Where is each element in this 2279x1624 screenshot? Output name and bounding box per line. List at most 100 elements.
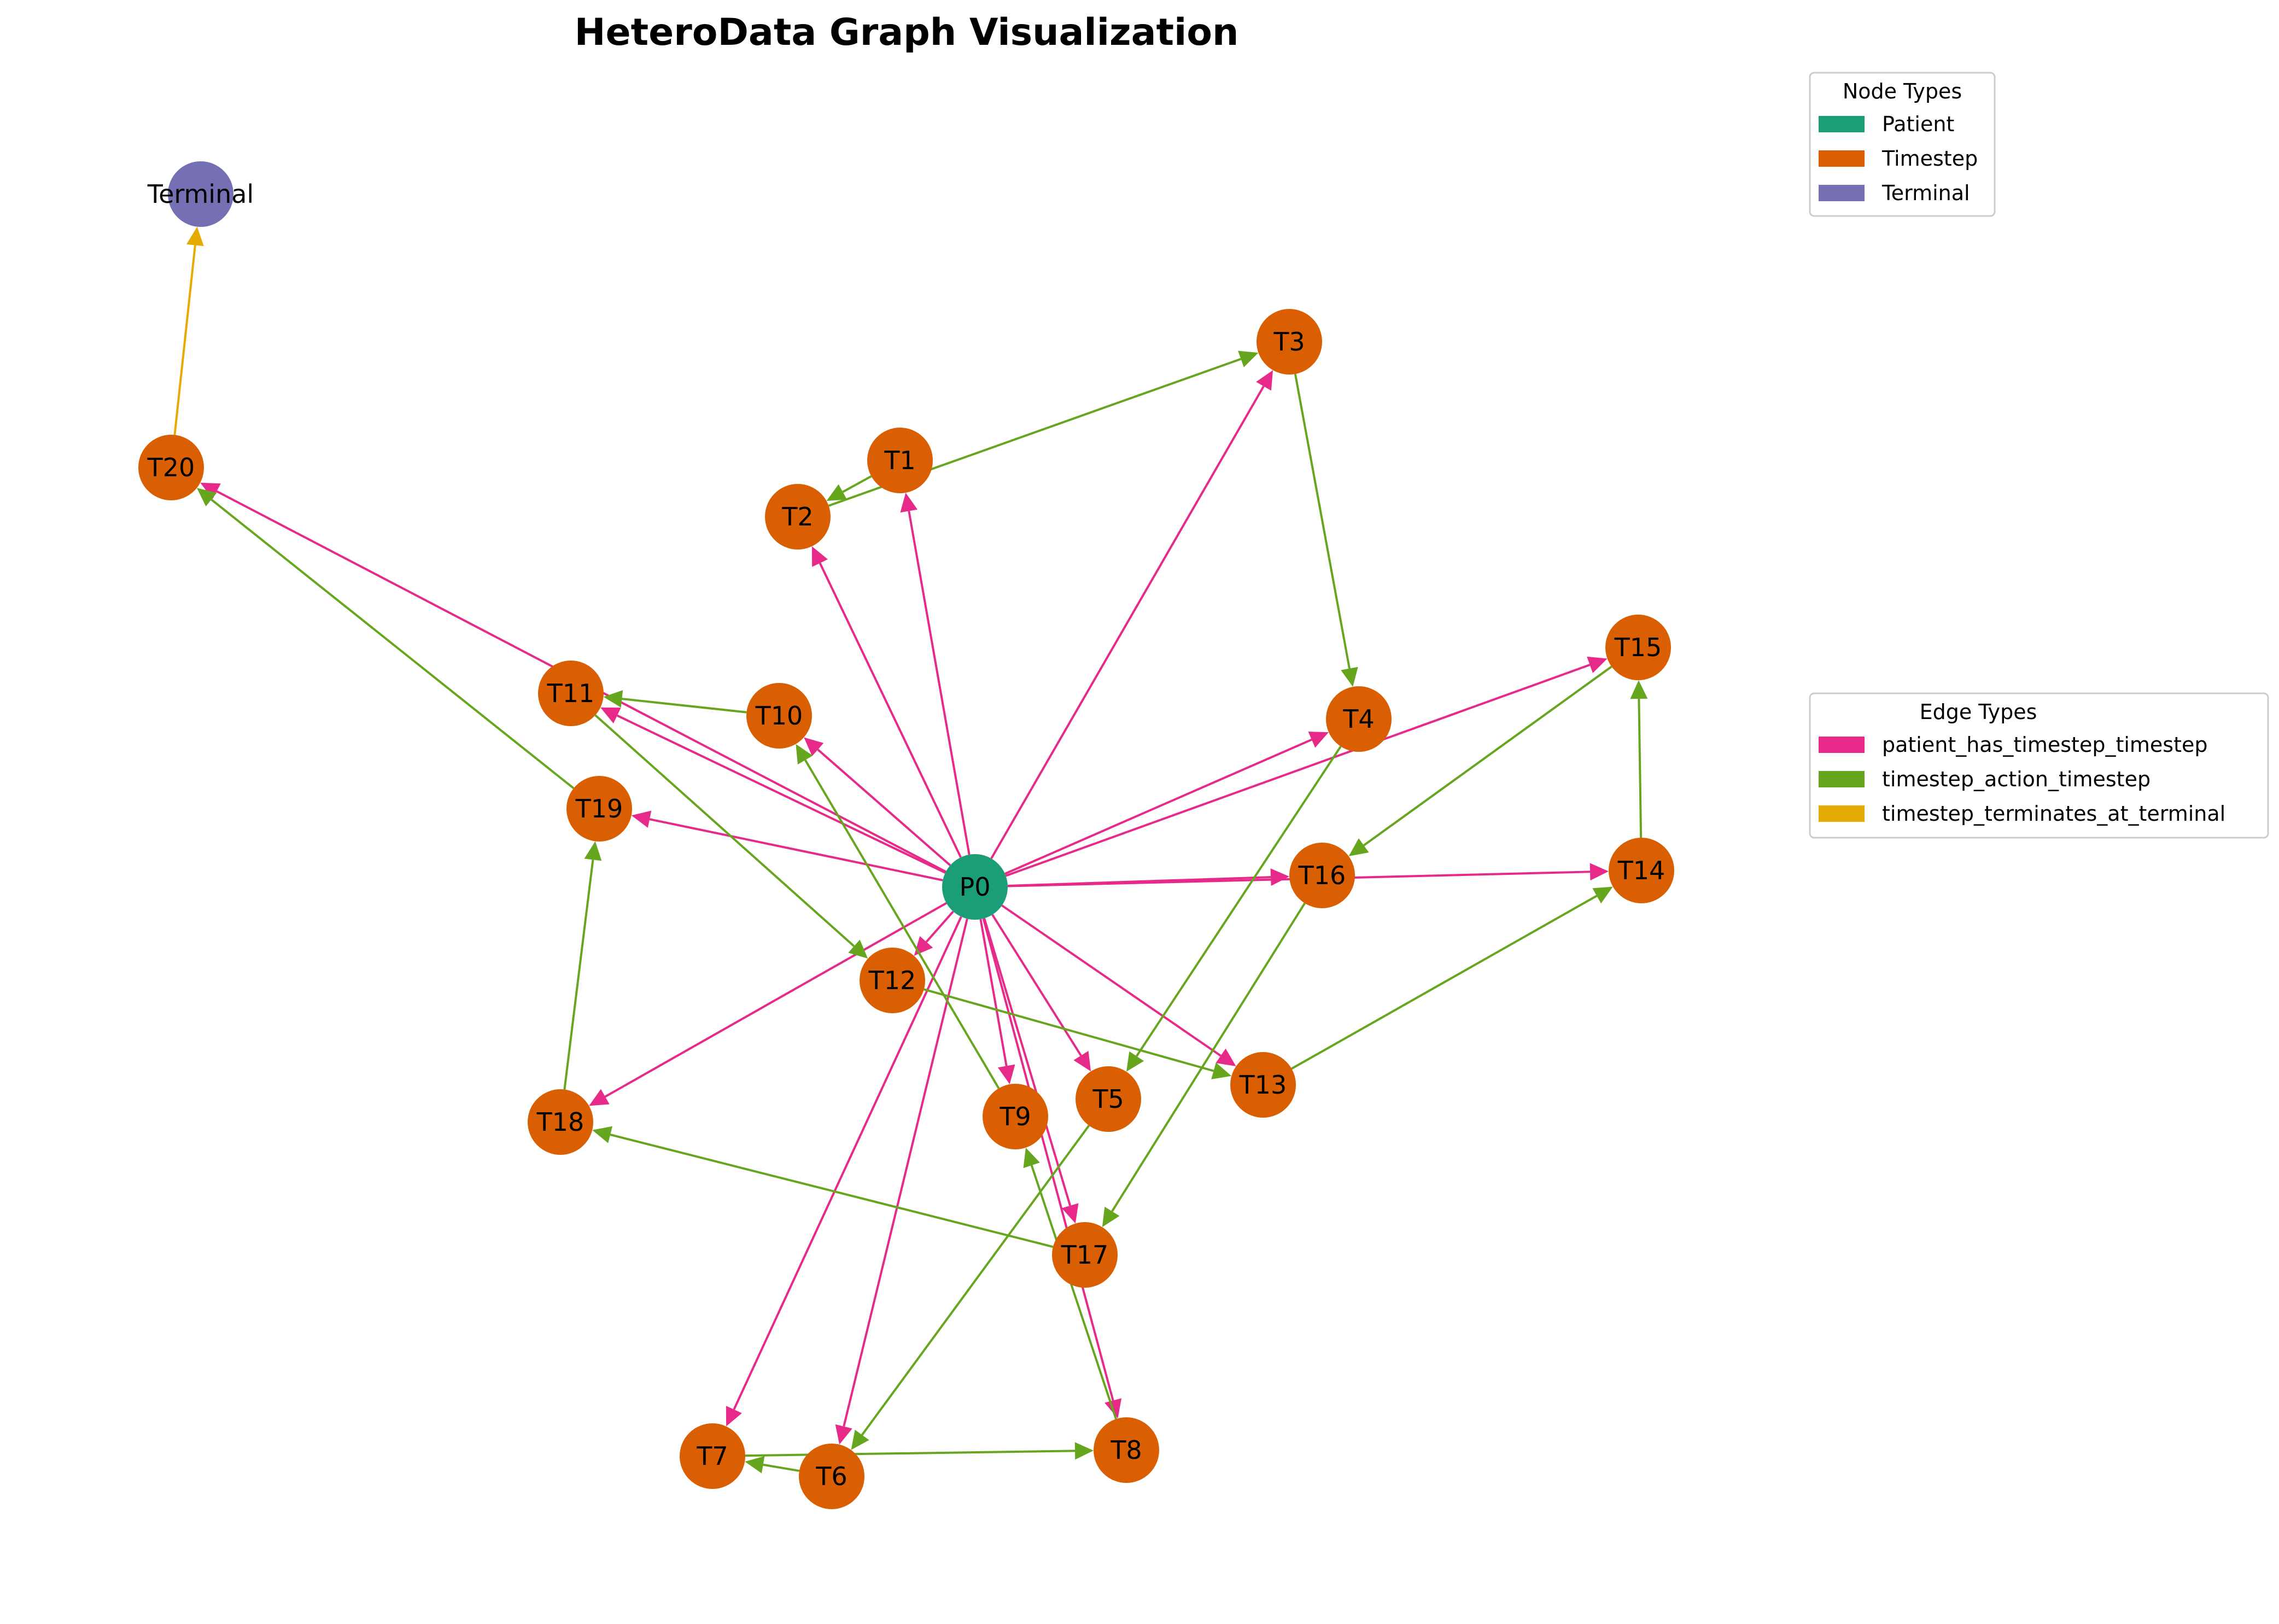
edge-arrowhead xyxy=(1126,1051,1144,1072)
node-label: T1 xyxy=(884,446,915,475)
edge-line xyxy=(1638,698,1643,838)
node-label: T17 xyxy=(1061,1240,1109,1270)
edge-line xyxy=(594,714,855,947)
edge-P0-T5 xyxy=(991,914,1091,1072)
legend-swatch-term-edge xyxy=(1819,805,1865,822)
edge-line xyxy=(604,902,947,1098)
edge-line xyxy=(733,916,962,1410)
node-label: T19 xyxy=(575,794,623,823)
edge-line xyxy=(1111,902,1306,1212)
edge-arrowhead xyxy=(1590,863,1609,881)
edge-line xyxy=(982,918,1114,1401)
legend-label-action-edge: timestep_action_timestep xyxy=(1882,767,2151,791)
node-types-legend: Node Types Patient Timestep Terminal xyxy=(1809,72,1996,217)
edge-arrowhead xyxy=(997,1064,1015,1084)
edge-P0-T13 xyxy=(1001,904,1236,1067)
edge-P0-T3 xyxy=(990,370,1273,860)
node-t4: T4 xyxy=(1326,686,1392,752)
node-label: T15 xyxy=(1614,633,1662,662)
node-circle xyxy=(799,1444,864,1509)
edge-line xyxy=(861,1125,1090,1436)
edge-arrowhead xyxy=(811,546,828,567)
edge-arrowhead xyxy=(796,744,813,765)
edge-P0-T11 xyxy=(600,707,946,874)
node-t12: T12 xyxy=(860,948,925,1013)
node-circle xyxy=(1605,615,1671,680)
chart-title: HeteroData Graph Visualization xyxy=(575,11,1239,54)
legend-swatch-action-edge xyxy=(1819,771,1865,787)
node-circle xyxy=(746,683,812,749)
edge-line xyxy=(1001,904,1222,1057)
edge-arrowhead xyxy=(592,1126,613,1143)
node-p0: P0 xyxy=(942,854,1008,920)
node-label: T8 xyxy=(1110,1435,1142,1465)
node-t7: T7 xyxy=(680,1423,745,1489)
edge-T19-T20 xyxy=(196,488,575,790)
node-label: T7 xyxy=(696,1441,728,1471)
legend-swatch-timestep xyxy=(1819,150,1865,167)
edge-arrowhead xyxy=(1308,732,1329,748)
node-t2: T2 xyxy=(765,484,831,550)
edge-line xyxy=(843,918,968,1427)
node-label: T20 xyxy=(147,453,195,482)
edge-line xyxy=(763,1463,800,1472)
legend-label-terminal: Terminal xyxy=(1881,181,1970,205)
edge-T18-T19 xyxy=(563,841,602,1090)
edge-arrowhead xyxy=(1587,656,1608,673)
edge-arrowhead xyxy=(1348,838,1369,856)
edge-arrowhead xyxy=(200,482,221,499)
edge-line xyxy=(1030,1165,1117,1419)
edge-line xyxy=(804,759,1000,1089)
edge-line xyxy=(1136,745,1342,1057)
edge-arrowhead xyxy=(631,810,652,828)
edge-arrowhead xyxy=(1216,1048,1236,1067)
node-label: T18 xyxy=(536,1107,585,1137)
edge-P0-T9 xyxy=(979,919,1015,1084)
node-t1: T1 xyxy=(867,428,933,493)
edge-arrowhead xyxy=(603,690,623,708)
node-label: T14 xyxy=(1617,856,1666,885)
edge-arrowhead xyxy=(1592,886,1613,904)
edge-T4-T5 xyxy=(1126,745,1342,1072)
edge-arrowhead xyxy=(589,1089,610,1106)
node-label: Terminal xyxy=(147,179,254,209)
node-label: T13 xyxy=(1239,1070,1287,1100)
edge-arrowhead xyxy=(1073,1050,1091,1072)
edge-line xyxy=(842,475,872,493)
edge-arrowhead xyxy=(835,1424,852,1445)
edge-line xyxy=(925,910,954,943)
edge-line xyxy=(610,1134,1054,1248)
node-t14: T14 xyxy=(1609,838,1674,903)
legend-label-has-edge: patient_has_timestep_timestep xyxy=(1882,733,2208,757)
node-circle xyxy=(1052,1222,1118,1288)
edge-P0-T10 xyxy=(804,737,951,867)
node-label: T16 xyxy=(1298,861,1346,890)
node-t20: T20 xyxy=(138,435,204,500)
node-legend-title: Node Types xyxy=(1843,79,1962,103)
node-circle xyxy=(860,948,925,1013)
edge-arrowhead xyxy=(1211,1062,1232,1079)
node-circle xyxy=(1230,1052,1296,1118)
edge-line xyxy=(908,511,971,855)
edge-line xyxy=(1005,664,1591,877)
edge-line xyxy=(990,385,1265,860)
edge-P0-T4 xyxy=(1004,732,1329,875)
legend-label-term-edge: timestep_terminates_at_terminal xyxy=(1882,802,2225,826)
node-circle xyxy=(1326,686,1392,752)
edge-P0-T17 xyxy=(983,918,1079,1224)
node-circle xyxy=(566,776,632,842)
edge-P0-T6 xyxy=(835,918,968,1445)
node-label: T5 xyxy=(1092,1084,1124,1114)
node-label: T6 xyxy=(815,1462,847,1491)
edge-P0-T16 xyxy=(1007,868,1290,887)
edge-arrowhead xyxy=(196,488,217,507)
edge-arrowhead xyxy=(851,1429,869,1450)
node-circle xyxy=(168,161,233,227)
node-circle xyxy=(942,854,1008,920)
edge-P0-T1 xyxy=(900,493,971,855)
node-circle xyxy=(1609,838,1674,903)
edge-P0-T19 xyxy=(631,810,943,881)
legend-label-timestep: Timestep xyxy=(1881,147,1978,171)
edge-line xyxy=(983,918,1072,1206)
node-t16: T16 xyxy=(1289,843,1355,908)
